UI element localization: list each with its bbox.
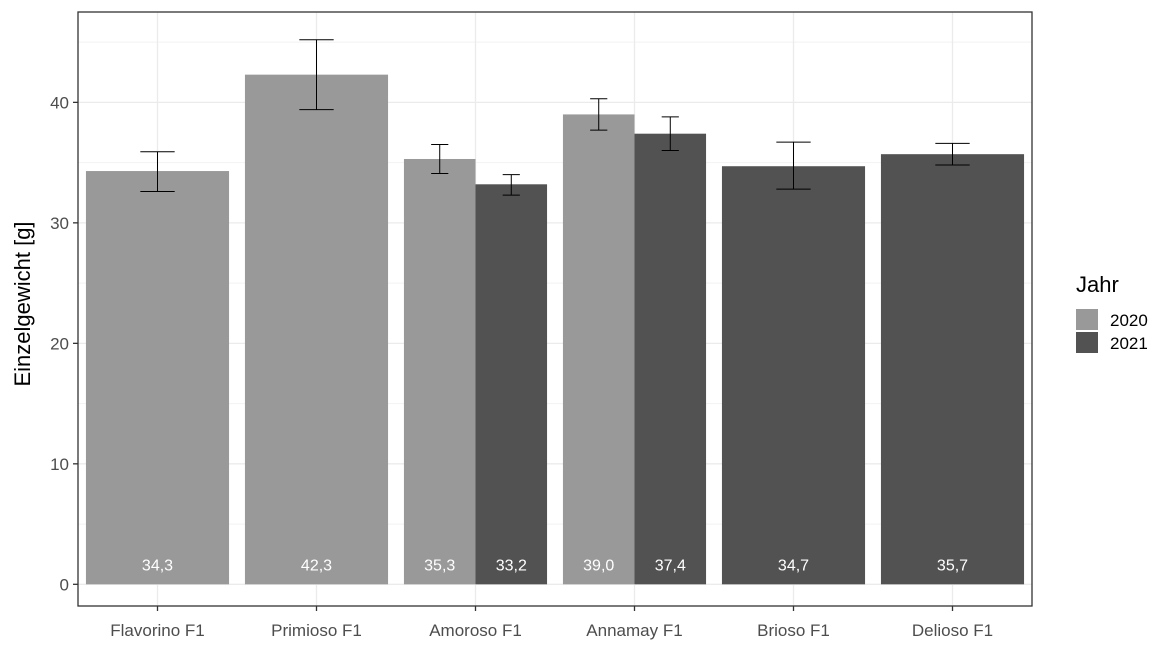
legend: Jahr 2020 2021 — [1076, 272, 1148, 353]
y-tick-label: 20 — [50, 334, 69, 353]
x-tick-label: Primioso F1 — [271, 621, 362, 640]
bar-2020 — [403, 158, 476, 585]
bar-value-label: 33,2 — [496, 557, 527, 574]
bar-value-label: 35,3 — [424, 557, 455, 574]
bar-value-label: 34,7 — [778, 557, 809, 574]
legend-key-2020 — [1076, 309, 1098, 330]
bar-2021 — [475, 184, 548, 585]
bar-2021 — [721, 166, 866, 585]
bar-value-label: 35,7 — [937, 557, 968, 574]
bar-2020 — [244, 74, 389, 585]
y-axis-title: Einzelgewicht [g] — [10, 221, 35, 386]
bar-value-label: 39,0 — [583, 557, 614, 574]
legend-label-2020: 2020 — [1110, 311, 1148, 330]
x-tick-label: Annamay F1 — [586, 621, 682, 640]
y-tick-label: 30 — [50, 214, 69, 233]
plot-border — [77, 11, 1033, 607]
bar-value-label: 34,3 — [142, 557, 173, 574]
y-tick-label: 0 — [60, 575, 69, 594]
legend-key-2021 — [1076, 332, 1098, 353]
legend-title: Jahr — [1076, 272, 1119, 297]
bar-2021 — [880, 154, 1025, 585]
plot-background — [78, 12, 1032, 606]
x-tick-label: Brioso F1 — [757, 621, 830, 640]
bar-value-label: 42,3 — [301, 557, 332, 574]
y-tick-label: 10 — [50, 455, 69, 474]
bar-2021 — [634, 133, 707, 585]
x-tick-label: Amoroso F1 — [429, 621, 522, 640]
bar-2020 — [562, 114, 635, 585]
bar-2020 — [85, 171, 230, 585]
plot-area: 34,3 42,3 35,3 33,2 39,0 37,4 34,7 35,7 0 10 20 30 4… — [50, 11, 1033, 640]
legend-label-2021: 2021 — [1110, 334, 1148, 353]
bar-value-label: 37,4 — [655, 557, 686, 574]
y-tick-label: 40 — [50, 93, 69, 112]
x-tick-label: Flavorino F1 — [110, 621, 204, 640]
x-tick-label: Delioso F1 — [912, 621, 993, 640]
